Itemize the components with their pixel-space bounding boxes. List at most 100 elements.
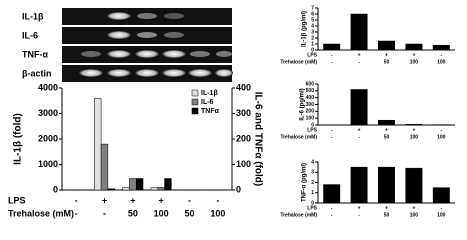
figure: IL-1β IL-6 TNF-α β-actin 010002000300040… (8, 5, 455, 218)
x-row-value: - (331, 127, 333, 133)
x-row-value: 100 (410, 212, 419, 218)
y-tick-label: 400 (306, 95, 315, 101)
y2-tick-label: 200 (236, 133, 251, 143)
x-row-value: - (331, 52, 333, 58)
x-row-value: 100 (410, 59, 419, 65)
x-row-label: LPS (8, 195, 26, 205)
gel-band (137, 32, 157, 38)
x-row-value: 100 (154, 208, 169, 218)
bar (129, 178, 137, 191)
y2-tick-label: 0 (236, 184, 241, 194)
bar (432, 187, 450, 204)
x-row-label: Trehalose (mM) (280, 134, 317, 140)
gel-band (164, 13, 184, 19)
bar (378, 40, 395, 51)
x-row-value: 100 (410, 134, 419, 140)
x-row-value: - (188, 195, 191, 205)
x-row-value: 50 (184, 208, 194, 218)
y-tick-label: 0 (311, 200, 314, 206)
gel-label: β-actin (22, 68, 52, 78)
y-tick-label: 5 (311, 17, 314, 23)
x-row-value: - (358, 59, 360, 65)
gel-band (81, 51, 101, 57)
gel-band (107, 12, 131, 20)
x-row-value: - (331, 212, 333, 218)
x-row-value: + (412, 52, 415, 58)
legend-swatch (191, 98, 199, 106)
y-tick-label: 1 (311, 190, 314, 196)
gel-band (135, 50, 159, 58)
bar (432, 44, 450, 51)
y-tick-label: 500 (306, 88, 315, 94)
legend-label: IL-1β (201, 90, 218, 97)
x-row-value: 100 (437, 59, 446, 65)
x-row-value: 50 (128, 208, 138, 218)
bar (107, 188, 115, 191)
y-tick-label: 2 (311, 180, 314, 186)
y-tick-label: 1 (311, 41, 314, 47)
x-row-label: Trehalose (mM) (8, 208, 74, 218)
y-tick-label: 2000 (38, 133, 58, 143)
x-row-value: - (358, 212, 360, 218)
x-row-value: + (358, 205, 361, 211)
y-tick-label: 200 (306, 109, 315, 115)
y2-tick-label: 300 (236, 108, 251, 118)
gel-band (162, 69, 186, 77)
x-row-value: - (216, 195, 219, 205)
bar (135, 178, 144, 191)
bar (405, 167, 423, 204)
x-row-value: - (331, 134, 333, 140)
page: IL-1β IL-6 TNF-α β-actin 0 1000 2000 3000 40… (8, 5, 455, 219)
legend-label: TNFα (201, 108, 220, 115)
x-row-value: 100 (437, 134, 446, 140)
bar (405, 124, 423, 126)
y-tick-label: 0 (53, 184, 58, 194)
x-row-value: - (75, 195, 78, 205)
x-row-value: + (385, 127, 388, 133)
y-tick-label: 3 (311, 29, 314, 35)
y-axis-label: IL-6 (pg/ml) (300, 88, 306, 120)
gel: IL-1β IL-6 TNF-α β-actin (22, 8, 233, 82)
y-tick-label: 7 (311, 5, 314, 11)
legend-label: IL-6 (201, 99, 214, 106)
x-row-label: LPS (307, 127, 317, 133)
gel-label: IL-1β (22, 11, 44, 21)
y-tick-label: 4 (311, 159, 314, 165)
bar (350, 89, 368, 126)
x-row-value: + (412, 205, 415, 211)
x-row-value: - (331, 205, 333, 211)
legend-swatch (191, 89, 199, 97)
gel-band (215, 69, 233, 77)
y-tick-label: 2 (311, 35, 314, 41)
y2-tick-label: 100 (236, 159, 251, 169)
y-tick-label: 100 (306, 115, 315, 121)
y-tick-label: 600 (306, 81, 315, 87)
y-tick-label: 3 (311, 170, 314, 176)
x-row-value: + (102, 195, 107, 205)
x-row-value: - (440, 52, 442, 58)
x-row-value: + (385, 205, 388, 211)
x-row-value: 50 (384, 212, 390, 218)
x-row-value: 100 (210, 208, 225, 218)
bar (405, 43, 423, 51)
y-tick-label: 300 (306, 102, 315, 108)
x-row-value: + (385, 52, 388, 58)
bar (350, 166, 368, 204)
y2-tick-label: 400 (236, 82, 251, 92)
y-tick-label: 4 (311, 23, 314, 29)
x-row-value: - (331, 59, 333, 65)
bar (323, 43, 341, 51)
gel-band (190, 51, 210, 57)
x-row-label: Trehalose (mM) (280, 59, 317, 65)
y-tick-label: 0 (311, 122, 314, 128)
bar (350, 13, 368, 51)
bar (157, 187, 165, 191)
x-row-value: - (75, 208, 78, 218)
gel-band (107, 31, 131, 39)
x-row-value: + (130, 195, 135, 205)
bar (150, 187, 159, 191)
bar (94, 97, 102, 191)
x-row-label: LPS (307, 52, 317, 58)
gel-band (79, 69, 103, 77)
bar (122, 187, 130, 191)
